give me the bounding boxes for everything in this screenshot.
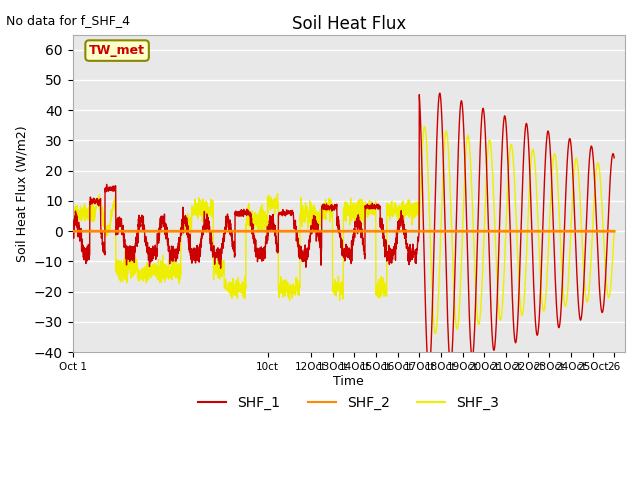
Legend: SHF_1, SHF_2, SHF_3: SHF_1, SHF_2, SHF_3 (193, 390, 505, 415)
Text: No data for f_SHF_4: No data for f_SHF_4 (6, 14, 131, 27)
SHF_2 (300, 228, 308, 234)
SHF_3 (431, 331, 439, 336)
SHF_1 (600, 300, 608, 306)
SHF_2 (68, 228, 76, 234)
SHF_3 (420, 123, 428, 129)
SHF_3 (541, 298, 549, 303)
Title: Soil Heat Flux: Soil Heat Flux (292, 15, 406, 33)
SHF_2 (600, 228, 607, 234)
SHF_1 (425, 370, 433, 376)
SHF_3 (600, 239, 608, 244)
SHF_3 (68, 203, 76, 208)
SHF_2 (541, 228, 549, 234)
SHF_2 (611, 228, 618, 234)
SHF_3 (611, 228, 618, 234)
SHF_1 (541, 154, 549, 159)
Text: TW_met: TW_met (89, 44, 145, 57)
SHF_3 (131, 253, 138, 259)
Line: SHF_1: SHF_1 (72, 93, 614, 373)
SHF_2 (163, 228, 170, 234)
SHF_1 (611, 155, 618, 161)
SHF_3 (300, 208, 308, 214)
X-axis label: Time: Time (333, 375, 364, 388)
SHF_2 (276, 228, 284, 234)
SHF_3 (276, 282, 284, 288)
SHF_1 (436, 90, 444, 96)
SHF_1 (276, 212, 284, 217)
SHF_1 (163, 223, 170, 228)
SHF_3 (163, 263, 170, 268)
Line: SHF_3: SHF_3 (72, 126, 614, 334)
SHF_1 (68, 235, 76, 241)
Y-axis label: Soil Heat Flux (W/m2): Soil Heat Flux (W/m2) (15, 125, 28, 262)
SHF_1 (300, 252, 308, 258)
SHF_1 (131, 260, 138, 265)
SHF_2 (131, 228, 138, 234)
